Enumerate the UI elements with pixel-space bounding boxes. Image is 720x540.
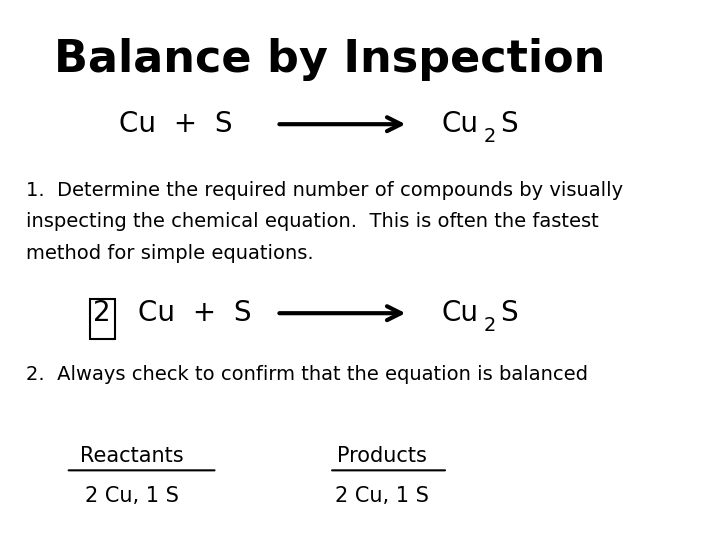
Text: 2: 2 [94, 299, 111, 327]
Text: Cu  +  S: Cu + S [138, 299, 252, 327]
Text: S: S [500, 299, 518, 327]
Text: 2.  Always check to confirm that the equation is balanced: 2. Always check to confirm that the equa… [27, 364, 588, 383]
Text: Cu  +  S: Cu + S [119, 110, 232, 138]
Text: 2 Cu, 1 S: 2 Cu, 1 S [335, 486, 429, 506]
Text: Balance by Inspection: Balance by Inspection [53, 38, 605, 81]
Text: inspecting the chemical equation.  This is often the fastest: inspecting the chemical equation. This i… [27, 212, 599, 231]
Text: 1.  Determine the required number of compounds by visually: 1. Determine the required number of comp… [27, 181, 624, 200]
Text: 2: 2 [484, 315, 496, 335]
Text: Reactants: Reactants [80, 446, 184, 465]
Bar [90, 299, 115, 339]
Text: Cu: Cu [441, 110, 478, 138]
Text: Cu: Cu [441, 299, 478, 327]
Text: Products: Products [337, 446, 427, 465]
Text: S: S [500, 110, 518, 138]
Text: 2 Cu, 1 S: 2 Cu, 1 S [85, 486, 179, 506]
Text: method for simple equations.: method for simple equations. [27, 244, 314, 262]
Text: 2: 2 [484, 126, 496, 146]
